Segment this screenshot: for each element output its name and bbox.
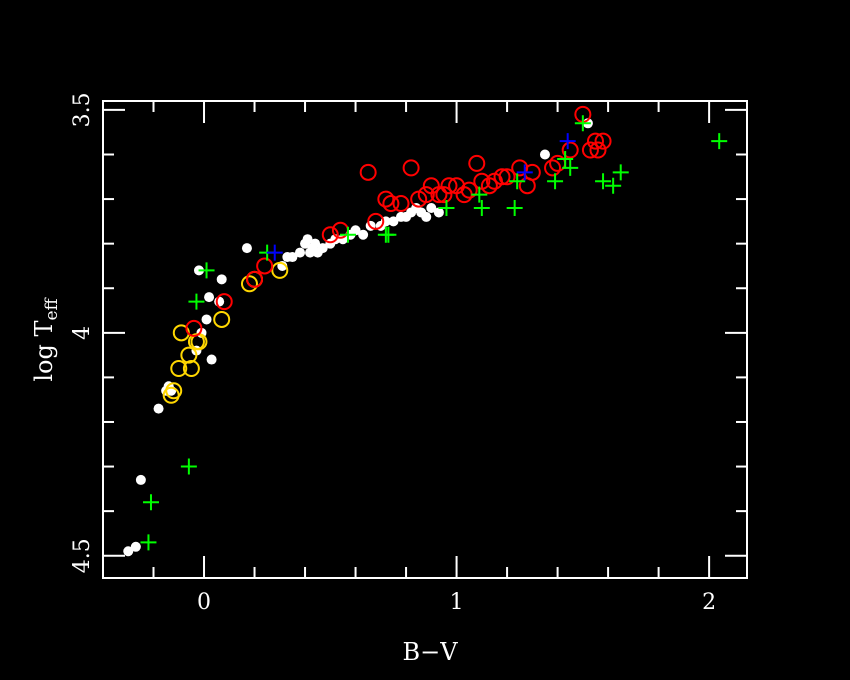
- data-point: [547, 173, 564, 190]
- y-axis-title: log Teff: [30, 296, 62, 381]
- data-point: [185, 319, 203, 337]
- data-point: [574, 115, 591, 132]
- data-point: [516, 164, 533, 181]
- data-point: [358, 229, 369, 240]
- data-point: [473, 199, 490, 216]
- data-point: [339, 226, 356, 243]
- data-point: [377, 190, 395, 208]
- data-point: [198, 262, 215, 279]
- data-point: [509, 173, 526, 190]
- data-point: [433, 207, 444, 218]
- x-tick-label: 2: [702, 590, 716, 615]
- data-point: [562, 159, 579, 176]
- data-point: [246, 270, 264, 288]
- data-point: [170, 359, 188, 377]
- y-axis-title-subscript: eff: [42, 296, 62, 320]
- x-tick-label: 0: [197, 590, 211, 615]
- data-point: [539, 149, 550, 160]
- data-point: [589, 141, 607, 159]
- data-point: [188, 293, 205, 310]
- data-point: [557, 150, 574, 167]
- data-point: [140, 534, 157, 551]
- data-point: [388, 216, 399, 227]
- data-point: [214, 296, 225, 307]
- data-point: [287, 252, 298, 263]
- data-point: [471, 186, 488, 203]
- data-point: [359, 163, 377, 181]
- data-point: [711, 133, 728, 150]
- data-point: [271, 261, 289, 279]
- data-point: [204, 292, 215, 303]
- data-point: [294, 247, 305, 258]
- data-point: [165, 382, 183, 400]
- series-2: [185, 105, 612, 337]
- data-points: [123, 105, 728, 557]
- x-tick-label: 1: [450, 590, 464, 615]
- data-point: [180, 458, 197, 475]
- data-point: [586, 132, 604, 150]
- y-tick-label: 4.5: [70, 538, 95, 573]
- data-point: [493, 168, 511, 186]
- data-point: [559, 133, 576, 150]
- axes: 0 1 2 4.5 4 3.5: [70, 92, 748, 615]
- data-point: [498, 168, 516, 186]
- data-point: [506, 199, 523, 216]
- data-point: [213, 310, 231, 328]
- data-point: [266, 244, 283, 261]
- data-point: [561, 141, 579, 159]
- data-point: [256, 257, 274, 275]
- data-point: [426, 202, 437, 213]
- data-point: [367, 212, 385, 230]
- data-point: [215, 293, 233, 311]
- data-point: [182, 359, 200, 377]
- data-point: [581, 141, 599, 159]
- data-point: [350, 225, 361, 236]
- data-point: [310, 238, 321, 249]
- data-point: [302, 234, 313, 245]
- data-point: [417, 186, 435, 204]
- data-point: [480, 177, 498, 195]
- data-point: [421, 211, 432, 222]
- data-point: [142, 494, 159, 511]
- x-axis-title: B−V: [402, 638, 458, 666]
- data-point: [153, 403, 164, 414]
- data-point: [605, 177, 622, 194]
- plot-frame: [102, 100, 748, 579]
- data-point: [440, 177, 458, 195]
- data-point: [321, 226, 339, 244]
- data-point: [216, 274, 227, 285]
- data-point: [435, 186, 453, 204]
- y-tick-label: 3.5: [70, 92, 95, 127]
- data-point: [240, 275, 258, 293]
- y-axis-title-main: log T: [30, 321, 58, 382]
- data-point: [201, 314, 212, 325]
- data-point: [430, 186, 448, 204]
- data-point: [612, 164, 629, 181]
- y-tick-label: 4: [70, 326, 95, 340]
- data-point: [180, 346, 198, 364]
- data-point: [438, 199, 455, 216]
- data-point: [460, 181, 478, 199]
- series-4: [266, 133, 576, 261]
- data-point: [130, 541, 141, 552]
- data-point: [594, 132, 612, 150]
- data-point: [402, 159, 420, 177]
- data-point: [544, 159, 562, 177]
- data-point: [317, 243, 328, 254]
- data-point: [380, 226, 397, 243]
- data-point: [135, 474, 146, 485]
- data-point: [382, 195, 400, 213]
- data-point: [595, 173, 612, 190]
- data-point: [392, 195, 410, 213]
- data-point: [123, 546, 134, 557]
- data-point: [206, 354, 217, 365]
- data-point: [468, 154, 486, 172]
- data-point: [241, 243, 252, 254]
